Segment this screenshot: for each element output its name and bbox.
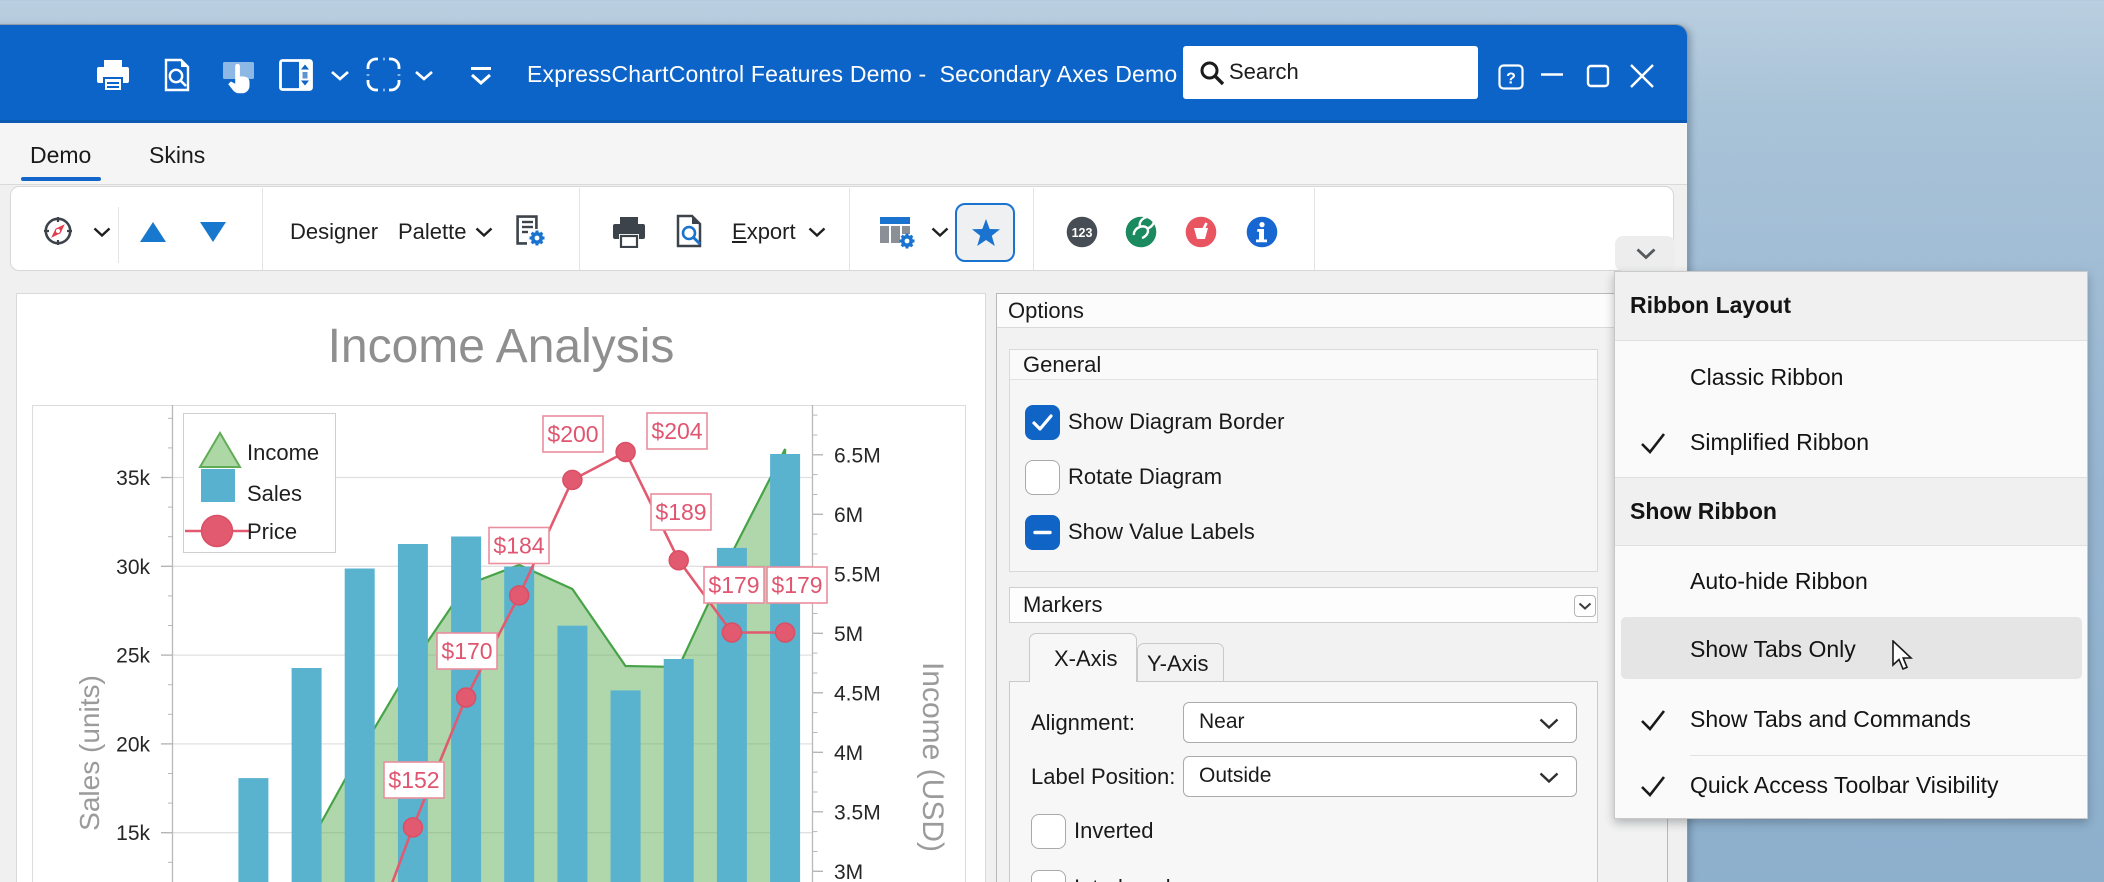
svg-text:Price: Price <box>247 519 297 544</box>
svg-text:Income (USD): Income (USD) <box>916 662 949 852</box>
svg-text:4.5M: 4.5M <box>834 682 881 705</box>
svg-text:$179: $179 <box>771 572 822 598</box>
svg-text:20k: 20k <box>116 733 150 756</box>
svg-text:35k: 35k <box>116 467 150 490</box>
svg-text:Sales: Sales <box>247 481 302 506</box>
svg-text:$152: $152 <box>388 767 439 793</box>
svg-text:6.5M: 6.5M <box>834 444 881 467</box>
svg-text:15k: 15k <box>116 822 150 845</box>
svg-text:$179: $179 <box>708 572 759 598</box>
svg-text:25k: 25k <box>116 645 150 668</box>
svg-text:30k: 30k <box>116 556 150 579</box>
svg-text:?: ? <box>1506 71 1516 88</box>
svg-text:3.5M: 3.5M <box>834 801 881 824</box>
svg-text:Income Analysis: Income Analysis <box>328 320 675 373</box>
svg-text:5M: 5M <box>834 623 863 646</box>
svg-text:5.5M: 5.5M <box>834 563 881 586</box>
svg-text:$189: $189 <box>655 499 706 525</box>
svg-text:123: 123 <box>1072 226 1093 240</box>
svg-text:6M: 6M <box>834 504 863 527</box>
svg-text:3M: 3M <box>834 861 863 882</box>
svg-text:$184: $184 <box>493 533 544 559</box>
svg-text:Income: Income <box>247 440 319 465</box>
svg-text:$170: $170 <box>441 638 492 664</box>
svg-text:4M: 4M <box>834 742 863 765</box>
svg-text:$200: $200 <box>547 421 598 447</box>
svg-text:Sales (units): Sales (units) <box>74 675 105 831</box>
svg-text:$204: $204 <box>651 418 702 444</box>
